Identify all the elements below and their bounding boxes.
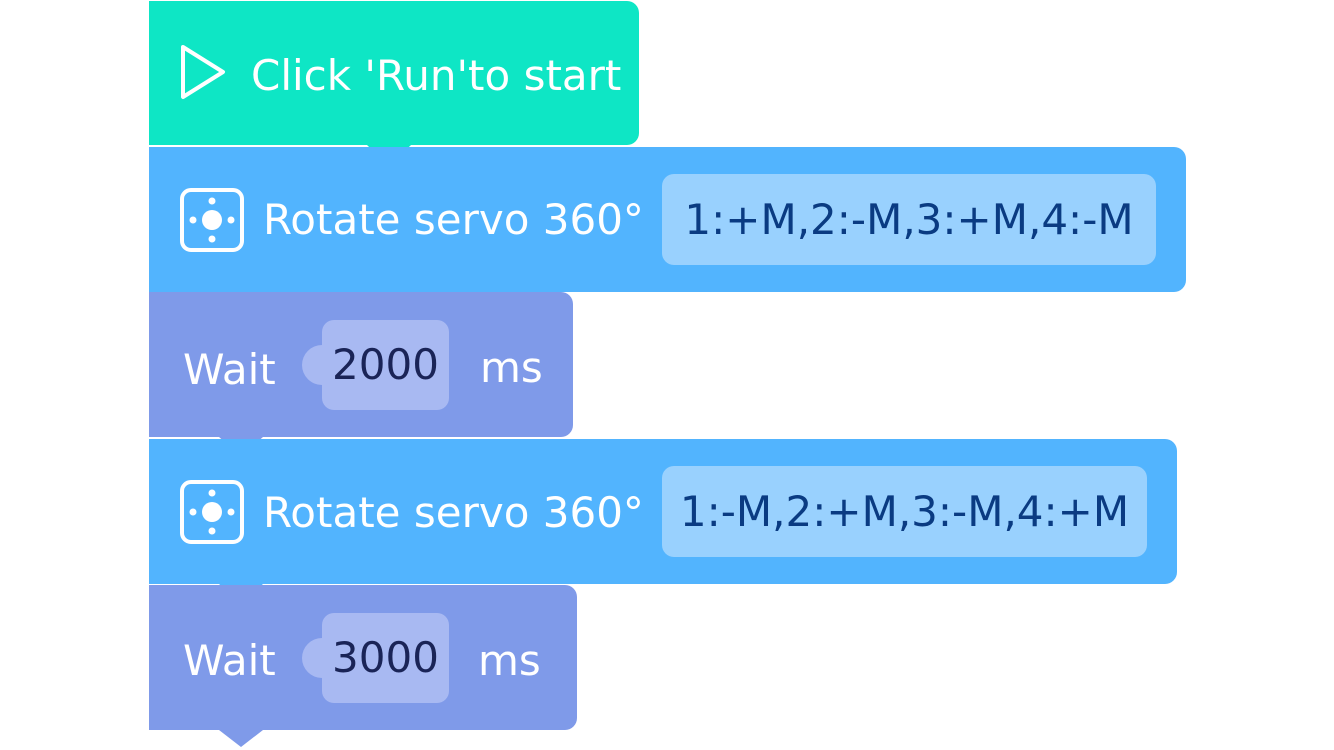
wait-unit-label: ms — [480, 343, 543, 392]
rotate-servo-label: Rotate servo 360° — [263, 195, 644, 244]
servo-direction-input[interactable]: 1:+M,2:-M,3:+M,4:-M — [662, 174, 1156, 265]
wait-duration-input[interactable]: 3000 — [322, 613, 449, 703]
wait-label: Wait — [183, 345, 276, 394]
wait-block-1[interactable]: Wait 2000 ms — [149, 292, 573, 456]
wait-unit-label: ms — [478, 636, 541, 685]
rotate-servo-block-1[interactable]: Rotate servo 360° 1:+M,2:-M,3:+M,4:-M — [149, 147, 1186, 311]
wait-duration-input[interactable]: 2000 — [322, 320, 449, 410]
rotate-servo-label: Rotate servo 360° — [263, 488, 644, 537]
start-block[interactable]: Click 'Run'to start — [149, 1, 639, 166]
play-icon — [179, 43, 227, 101]
servo-icon — [179, 479, 245, 545]
servo-direction-input[interactable]: 1:-M,2:+M,3:-M,4:+M — [662, 466, 1147, 557]
wait-label: Wait — [183, 636, 276, 685]
servo-icon — [179, 187, 245, 253]
wait-block-connector — [219, 730, 263, 747]
rotate-servo-block-2[interactable]: Rotate servo 360° 1:-M,2:+M,3:-M,4:+M — [149, 439, 1177, 603]
wait-block-2[interactable]: Wait 3000 ms — [149, 585, 577, 747]
start-label: Click 'Run'to start — [251, 51, 622, 100]
